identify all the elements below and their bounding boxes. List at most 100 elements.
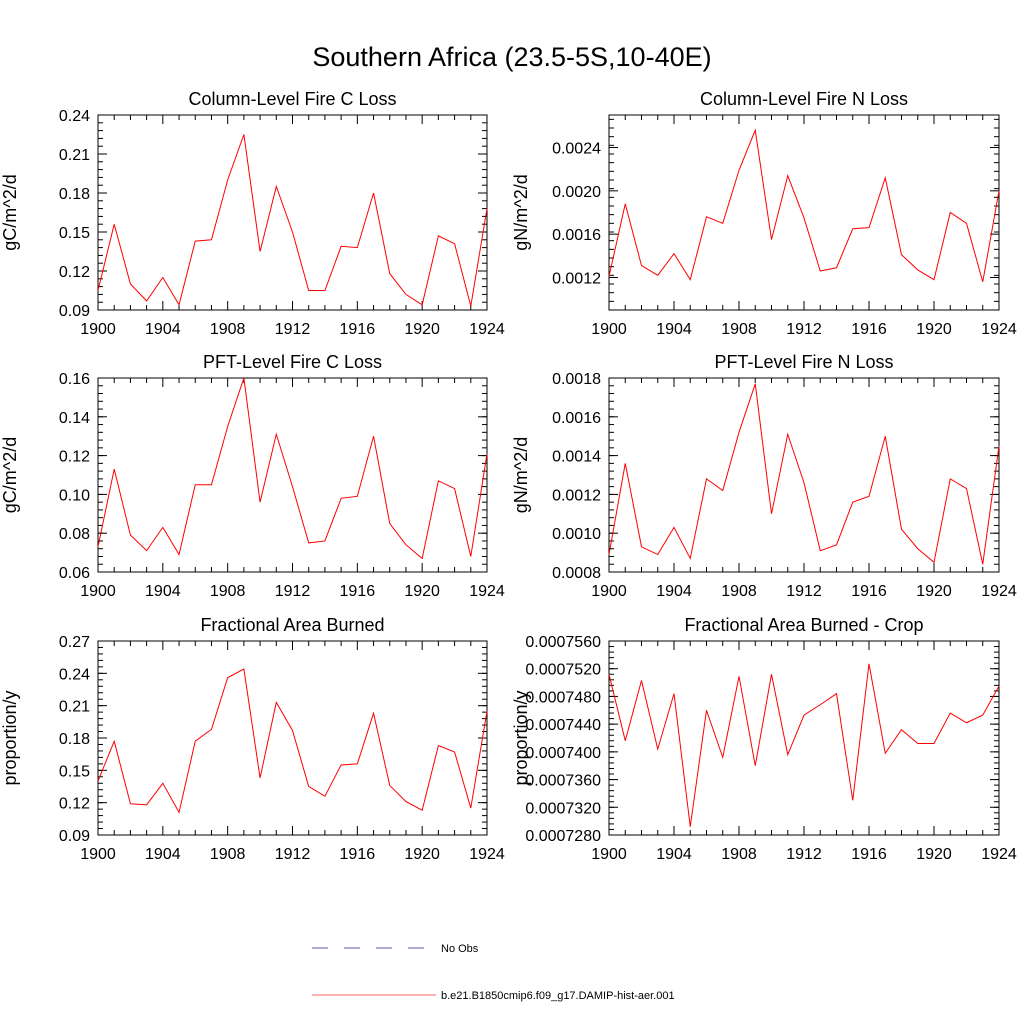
y-tick-label: 0.0007280 [525,828,601,845]
x-tick-label: 1924 [469,846,505,863]
x-tick-label: 1912 [786,846,822,863]
panel-title: Fractional Area Burned [200,615,384,635]
y-tick-label: 0.0012 [552,487,601,504]
figure-title: Southern Africa (23.5-5S,10-40E) [312,42,711,72]
y-tick-label: 0.24 [59,108,90,125]
x-tick-label: 1916 [340,321,376,338]
y-tick-label: 0.15 [59,763,90,780]
y-tick-label: 0.0008 [552,565,601,582]
series-line-model-run [97,668,488,814]
y-tick-label: 0.0016 [552,227,601,244]
plot-frame [608,377,1000,573]
x-tick-label: 1924 [981,321,1017,338]
y-tick-label: 0.0020 [552,184,601,201]
y-tick-label: 0.0007320 [525,800,601,817]
x-tick-label: 1920 [916,583,952,600]
y-tick-label: 0.18 [59,731,90,748]
y-tick-label: 0.0024 [552,141,601,158]
y-tick-label: 0.0012 [552,271,601,288]
y-tick-label: 0.12 [59,264,90,281]
x-tick-label: 1904 [656,846,692,863]
y-axis-label: gC/m^2/d [0,437,20,513]
y-tick-label: 0.0007440 [525,717,601,734]
panel-column-n-loss: Column-Level Fire N Loss gN/m^2/d 1900 1904… [511,89,1017,338]
x-tick-label: 1912 [275,846,311,863]
x-tick-label: 1904 [656,321,692,338]
x-tick-label: 1920 [916,321,952,338]
x-tick-label: 1916 [851,583,887,600]
series-line-model-run [608,128,1000,282]
x-tick-label: 1908 [721,583,757,600]
panel-title: Column-Level Fire C Loss [188,89,396,109]
x-tick-label: 1920 [404,321,440,338]
x-tick-label: 1900 [591,321,627,338]
y-axis-label: gN/m^2/d [511,437,531,513]
plot-frame [608,114,1000,311]
panel-area-burned: Fractional Area Burned proportion/y 1900 19… [0,615,505,863]
x-tick-label: 1920 [404,846,440,863]
y-tick-label: 0.0007480 [525,689,601,706]
x-tick-label: 1904 [656,583,692,600]
x-tick-label: 1912 [275,321,311,338]
x-tick-label: 1908 [721,321,757,338]
y-tick-label: 0.18 [59,186,90,203]
x-tick-label: 1904 [145,846,181,863]
y-axis-label: gC/m^2/d [0,174,20,250]
panel-column-c-loss: Column-Level Fire C Loss gC/m^2/d 1900 1904… [0,89,505,338]
y-tick-label: 0.14 [59,410,90,427]
series-line-model-run [97,377,488,560]
x-tick-label: 1904 [145,583,181,600]
panel-title: Fractional Area Burned - Crop [684,615,923,635]
y-tick-label: 0.08 [59,526,90,543]
panel-pft-n-loss: PFT-Level Fire N Loss gN/m^2/d 1900 1904 190… [511,352,1017,600]
y-tick-label: 0.10 [59,487,90,504]
x-tick-label: 1920 [916,846,952,863]
panel-title: PFT-Level Fire C Loss [203,352,382,372]
y-tick-label: 0.21 [59,147,90,164]
x-tick-label: 1916 [340,583,376,600]
y-tick-label: 0.06 [59,565,90,582]
y-axis-label: proportion/y [0,690,20,785]
x-tick-label: 1924 [469,321,505,338]
y-tick-label: 0.21 [59,699,90,716]
y-tick-label: 0.24 [59,666,90,683]
x-tick-label: 1924 [981,583,1017,600]
y-tick-label: 0.0007360 [525,773,601,790]
x-tick-label: 1900 [591,583,627,600]
x-tick-label: 1908 [721,846,757,863]
legend-label-model-run: b.e21.B1850cmip6.f09_g17.DAMIP-hist-aer.… [441,990,675,1002]
x-tick-label: 1912 [786,583,822,600]
x-tick-label: 1900 [80,846,116,863]
legend-label-no-obs: No Obs [441,943,479,955]
x-tick-label: 1924 [981,846,1017,863]
series-line-model-run [97,134,488,307]
y-tick-label: 0.27 [59,634,90,651]
x-tick-label: 1916 [851,846,887,863]
series-line-model-run [608,663,1000,827]
legend: No Obs b.e21.B1850cmip6.f09_g17.DAMIP-hi… [312,943,675,1002]
y-tick-label: 0.0007400 [525,745,601,762]
y-axis-label: proportion/y [511,690,531,785]
plot-frame [608,640,1000,836]
x-tick-label: 1916 [340,846,376,863]
x-tick-label: 1908 [210,321,246,338]
y-tick-label: 0.0007560 [525,634,601,651]
y-tick-label: 0.16 [59,371,90,388]
panel-title: Column-Level Fire N Loss [700,89,908,109]
plot-frame [97,640,488,836]
x-tick-label: 1916 [851,321,887,338]
y-tick-label: 0.09 [59,303,90,320]
panels: Column-Level Fire C Loss gC/m^2/d 1900 1904… [0,89,1017,863]
x-tick-label: 1912 [275,583,311,600]
y-tick-label: 0.12 [59,449,90,466]
x-tick-label: 1920 [404,583,440,600]
x-tick-label: 1908 [210,583,246,600]
y-tick-label: 0.0018 [552,371,601,388]
series-line-model-run [608,383,1000,565]
x-tick-label: 1924 [469,583,505,600]
y-tick-label: 0.09 [59,828,90,845]
x-tick-label: 1908 [210,846,246,863]
y-tick-label: 0.0014 [552,449,601,466]
y-tick-label: 0.0007520 [525,662,601,679]
